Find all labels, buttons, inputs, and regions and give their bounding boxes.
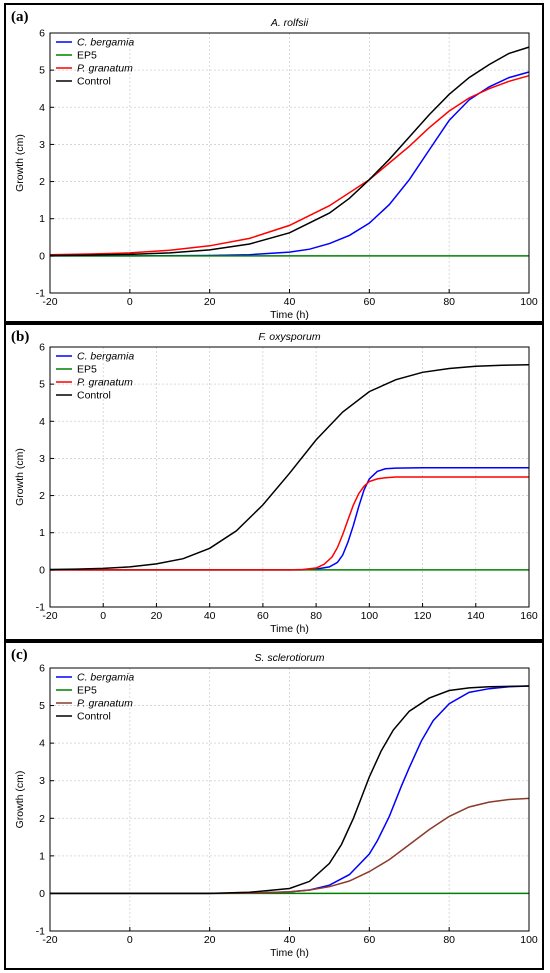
y-tick-label: 4: [39, 738, 45, 750]
y-tick-label: 3: [39, 453, 45, 465]
y-tick-label: 1: [39, 850, 45, 862]
panel-label: (c): [11, 647, 28, 663]
y-tick-label: -1: [36, 288, 45, 300]
panel-a: (a) -20 0 20 40 60 80 100 -1 0 1 2 3 4 5 6 A. rolfsii Ti…: [4, 3, 544, 323]
chart-b: -20 0 20 40 60 80 100 120 140 160 -1 0 1 2 3 4 5 6 F. oxys…: [14, 331, 538, 635]
x-tick-label: 120: [414, 610, 432, 622]
x-tick-label: 0: [100, 610, 106, 622]
y-axis-label: Growth (cm): [14, 448, 26, 506]
panel-label: (a): [11, 9, 29, 25]
series-line-3: [50, 476, 529, 571]
y-tick-label: 2: [39, 176, 45, 188]
x-tick-label: 80: [443, 296, 455, 308]
x-tick-label: -20: [42, 934, 57, 946]
legend-label: C. bergamia: [77, 37, 134, 49]
y-tick-label: 6: [39, 342, 45, 354]
x-tick-label: 60: [363, 934, 375, 946]
x-tick-label: 20: [204, 934, 216, 946]
x-axis-label: Time (h): [270, 309, 309, 321]
y-tick-label: 3: [39, 139, 45, 151]
x-tick-label: 160: [520, 610, 538, 622]
y-tick-label: -1: [36, 602, 45, 614]
y-tick-label: -1: [36, 926, 45, 938]
legend-label: P. granatum: [77, 698, 133, 710]
legend-label: C. bergamia: [77, 672, 134, 684]
y-tick-label: 6: [39, 28, 45, 40]
y-tick-label: 2: [39, 813, 45, 825]
series-line-3: [50, 797, 530, 895]
chart-title: F. oxysporum: [258, 331, 320, 343]
y-tick-label: 5: [39, 65, 45, 77]
series-line-1: [50, 466, 529, 571]
x-tick-label: 40: [284, 934, 296, 946]
y-tick-label: 2: [39, 490, 45, 502]
plot-frame: [49, 346, 530, 608]
x-tick-label: 100: [520, 296, 538, 308]
x-axis-label: Time (h): [270, 947, 309, 959]
x-tick-label: 40: [204, 610, 216, 622]
legend-label: EP5: [77, 685, 97, 697]
legend-label: EP5: [77, 50, 97, 62]
x-tick-label: 0: [127, 296, 133, 308]
legend-label: Control: [77, 390, 111, 402]
x-tick-label: -20: [42, 296, 57, 308]
series-line-4: [49, 46, 530, 257]
legend-label: Control: [77, 76, 111, 88]
legend-label: P. granatum: [77, 377, 133, 389]
x-tick-label: 140: [467, 610, 485, 622]
y-tick-label: 0: [39, 250, 45, 262]
y-axis-label: Growth (cm): [14, 134, 26, 192]
legend-label: EP5: [77, 364, 97, 376]
y-axis-label: Growth (cm): [14, 771, 26, 829]
x-tick-label: 60: [363, 296, 375, 308]
y-tick-label: 4: [39, 416, 45, 428]
y-tick-label: 5: [39, 700, 45, 712]
x-tick-label: 100: [520, 934, 538, 946]
legend-label: C. bergamia: [77, 351, 134, 363]
series-line-4: [49, 364, 530, 571]
x-tick-label: 20: [204, 296, 216, 308]
legend-label: Control: [77, 711, 111, 723]
x-tick-label: 80: [310, 610, 322, 622]
y-tick-label: 5: [39, 379, 45, 391]
panel-label: (b): [11, 329, 30, 345]
x-tick-label: 100: [361, 610, 379, 622]
y-tick-label: 3: [39, 775, 45, 787]
panel-c: (c) -20 0 20 40 60 80 100 -1 0 1 2 3 4 5 6 S. sclerotio…: [4, 641, 544, 970]
x-tick-label: 80: [443, 934, 455, 946]
series-line-4: [50, 685, 530, 895]
x-tick-label: 60: [257, 610, 269, 622]
x-tick-label: 40: [284, 296, 296, 308]
series-line-1: [50, 71, 530, 257]
y-tick-label: 1: [39, 213, 45, 225]
chart-title: S. sclerotiorum: [254, 652, 324, 664]
x-axis-label: Time (h): [270, 623, 309, 635]
x-tick-label: 20: [151, 610, 163, 622]
y-tick-label: 0: [39, 888, 45, 900]
chart-title: A. rolfsii: [270, 17, 309, 29]
y-tick-label: 4: [39, 102, 45, 114]
y-tick-label: 6: [39, 663, 45, 675]
x-tick-label: -20: [42, 610, 57, 622]
x-tick-label: 0: [127, 934, 133, 946]
legend-label: P. granatum: [77, 63, 133, 75]
chart-c: -20 0 20 40 60 80 100 -1 0 1 2 3 4 5 6 S. sclerotiorum T…: [14, 652, 538, 959]
y-tick-label: 0: [39, 564, 45, 576]
panel-b: (b) -20 0 20 40 60 80 100 120 140 160 -1 0 1 2 3 4 5 6 F. …: [4, 323, 544, 641]
chart-a: -20 0 20 40 60 80 100 -1 0 1 2 3 4 5 6 A. rolfsii Time (…: [14, 17, 538, 321]
y-tick-label: 1: [39, 527, 45, 539]
